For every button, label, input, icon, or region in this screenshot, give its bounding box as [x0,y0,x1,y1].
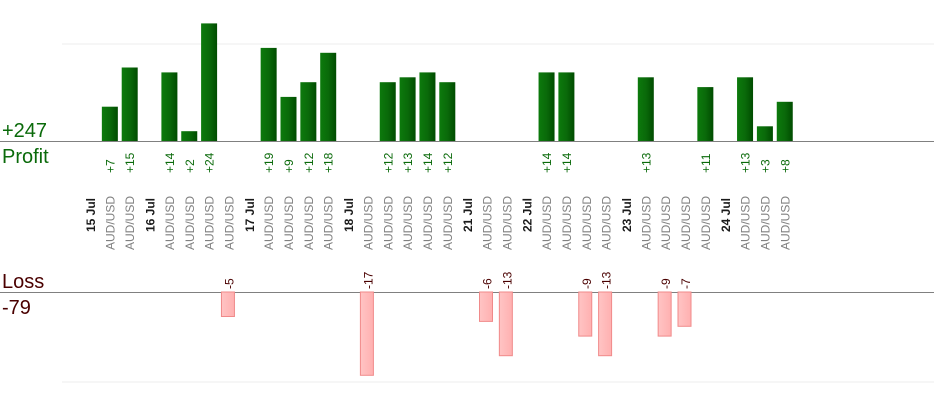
profit-value-label: +9 [282,159,296,173]
loss-bar [479,291,493,322]
date-label: 16 Jul [144,198,158,232]
profit-value-label: +13 [401,152,415,173]
profit-value-label: +14 [540,152,554,173]
instrument-label: AUD/USD [282,196,296,250]
profit-value-label: +13 [739,152,753,173]
profit-bar [737,77,754,141]
date-label: 22 Jul [521,198,535,232]
date-label: 23 Jul [620,198,634,232]
instrument-label: AUD/USD [500,196,514,250]
profit-bar [121,67,138,141]
instrument-label: AUD/USD [222,196,236,250]
loss-value-label: -9 [580,278,594,289]
profit-value-label: +11 [699,153,713,173]
loss-bar [657,291,672,337]
instrument-label: AUD/USD [679,196,693,250]
profit-bar [538,72,555,141]
loss-value-label: -5 [222,278,236,289]
profit-bar [379,82,396,141]
loss-bar [677,291,692,327]
instrument-label: AUD/USD [758,196,772,250]
date-label: 18 Jul [342,198,356,232]
profit-value-label: +14 [560,152,574,173]
instrument-label: AUD/USD [580,196,594,250]
profit-bar [280,96,297,141]
date-label: 24 Jul [719,198,733,232]
profit-value-label: +2 [183,159,197,173]
profit-bar [161,72,178,141]
profit-bar [697,87,714,141]
profit-bar [558,72,575,141]
profit-value-label: +18 [322,152,336,173]
instrument-label: AUD/USD [659,196,673,250]
loss-bar [220,291,235,317]
profit-value-label: +12 [381,152,395,173]
profit-value-label: +19 [262,152,276,173]
profit-bar [776,101,793,141]
loss-value-label: -6 [481,278,495,289]
date-label: 17 Jul [243,198,257,232]
instrument-label: AUD/USD [540,196,554,250]
profit-value-label: +12 [302,152,316,173]
instrument-label: AUD/USD [361,196,375,250]
instrument-label: AUD/USD [381,196,395,250]
instrument-label: AUD/USD [739,196,753,250]
instrument-label: AUD/USD [322,196,336,250]
profit-bar [399,77,416,141]
loss-bar [578,291,593,337]
profit-bar [756,126,773,141]
instrument-label: AUD/USD [203,196,217,250]
profit-bar [260,47,277,141]
profit-bar [320,52,337,141]
profit-value-label: +7 [103,159,117,173]
instrument-label: AUD/USD [778,196,792,250]
profit-value-label: +13 [639,152,653,173]
instrument-label: AUD/USD [262,196,276,250]
profit-bar [419,72,436,141]
loss-label: Loss [2,271,44,293]
instrument-label: AUD/USD [441,196,455,250]
profit-total: +247 [2,120,47,142]
profit-value-label: +12 [441,152,455,173]
profit-bar [637,77,654,141]
instrument-label: AUD/USD [699,196,713,250]
profit-value-label: +14 [421,152,435,173]
loss-value-label: -17 [361,271,375,289]
profit-bar [439,82,456,141]
profit-label: Profit [2,146,49,168]
loss-value-label: -7 [679,278,693,289]
loss-bar [498,291,513,357]
profit-bar [300,82,317,141]
instrument-label: AUD/USD [560,196,574,250]
loss-bar [359,291,374,376]
instrument-label: AUD/USD [401,196,415,250]
profit-bar [181,131,198,141]
profit-value-label: +24 [203,152,217,173]
instrument-label: AUD/USD [103,196,117,250]
date-label: 15 Jul [84,198,98,232]
instrument-label: AUD/USD [123,196,137,250]
instrument-label: AUD/USD [600,196,614,250]
profit-value-label: +14 [163,152,177,173]
date-label: 21 Jul [461,198,475,232]
loss-total: -79 [2,297,31,319]
instrument-label: AUD/USD [421,196,435,250]
instrument-label: AUD/USD [481,196,495,250]
profit-value-label: +8 [778,159,792,173]
profit-bar [101,106,118,141]
instrument-label: AUD/USD [302,196,316,250]
instrument-label: AUD/USD [639,196,653,250]
loss-value-label: -9 [659,278,673,289]
loss-bar [598,291,613,357]
profit-bar [201,23,218,141]
profit-value-label: +15 [123,152,137,173]
profit-value-label: +3 [758,159,772,173]
loss-value-label: -13 [600,271,614,289]
instrument-label: AUD/USD [183,196,197,250]
loss-value-label: -13 [500,271,514,289]
instrument-label: AUD/USD [163,196,177,250]
